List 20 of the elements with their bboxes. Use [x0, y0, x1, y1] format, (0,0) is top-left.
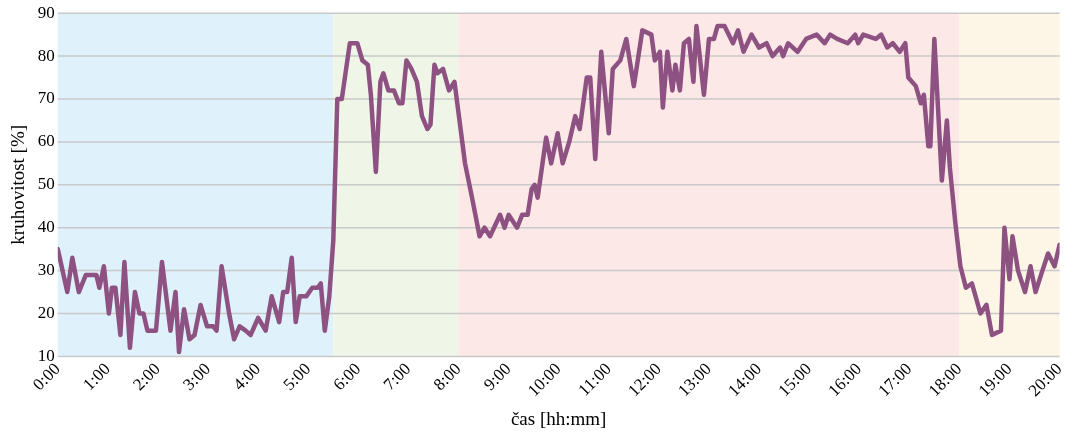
x-tick-label: 5:00 — [279, 359, 315, 394]
x-tick-label: 3:00 — [179, 359, 215, 394]
y-tick-label: 30 — [37, 260, 55, 280]
y-tick-label: 70 — [37, 88, 55, 108]
y-tick-label: 80 — [37, 45, 55, 65]
x-tick-label: 8:00 — [429, 359, 465, 394]
x-tick-label: 1:00 — [79, 359, 114, 394]
y-axis-title: kruhovitost [%] — [7, 124, 29, 245]
x-axis-title: čas [hh:mm] — [510, 407, 607, 429]
y-tick-label: 20 — [37, 302, 55, 322]
x-tick-label: 9:00 — [479, 359, 515, 394]
y-tick-label: 90 — [37, 2, 55, 22]
y-tick-label: 50 — [37, 174, 55, 194]
y-tick-label: 10 — [37, 345, 55, 365]
y-tick-label: 40 — [37, 217, 55, 237]
x-tick-label: 6:00 — [329, 359, 365, 394]
x-tick-label: 4:00 — [229, 359, 265, 394]
x-tick-label: 7:00 — [379, 359, 415, 394]
y-tick-label: 60 — [37, 131, 55, 151]
x-tick-label: 2:00 — [129, 359, 164, 394]
